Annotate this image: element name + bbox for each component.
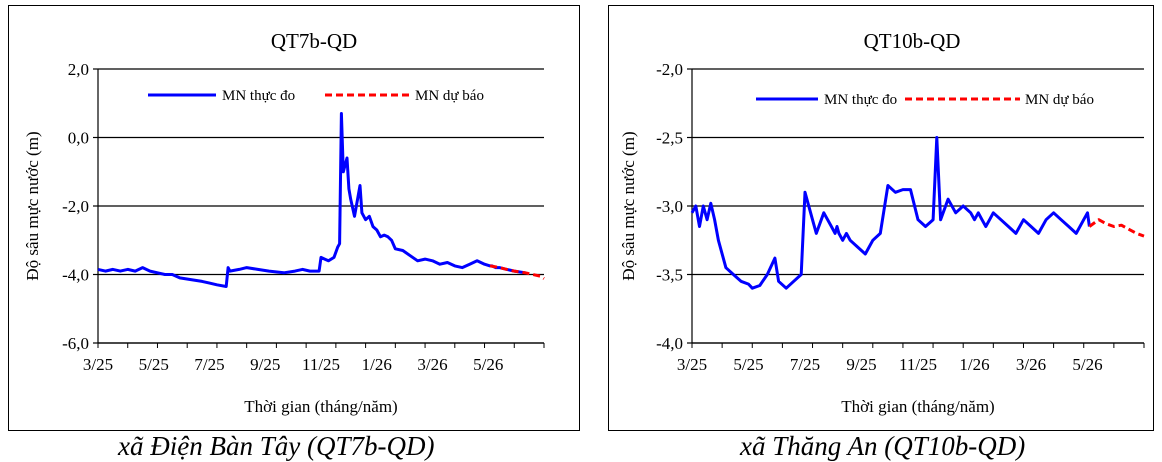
chart-panel-qt7b (8, 5, 580, 431)
x-tick-label-qt10b: 1/26 (959, 355, 989, 374)
y-tick-label-qt7b: -2,0 (62, 197, 89, 216)
series-line-forecast-qt10b (1088, 218, 1145, 238)
y-tick-label-qt10b: -4,0 (656, 334, 683, 353)
chart-title-qt10b: QT10b-QD (864, 29, 961, 53)
y-tick-label-qt10b: -2,5 (656, 129, 683, 148)
caption-left: xã Điện Bàn Tây (QT7b-QD) (118, 431, 435, 461)
y-axis-label-qt10b: Độ sâu mực nước (m) (619, 131, 638, 280)
x-axis-label-qt7b: Thời gian (tháng/năm) (244, 397, 397, 416)
legend-label-forecast-qt10b: MN dự báo (1025, 92, 1094, 108)
series-line-forecast-qt7b (489, 264, 545, 280)
y-tick-label-qt7b: 0,0 (68, 129, 89, 148)
x-tick-label-qt10b: 5/26 (1072, 355, 1102, 374)
y-tick-label-qt10b: -3,5 (656, 266, 683, 285)
x-tick-label-qt7b: 5/25 (139, 355, 169, 374)
y-tick-label-qt7b: -6,0 (62, 334, 89, 353)
x-tick-label-qt7b: 1/26 (362, 355, 392, 374)
x-tick-label-qt7b: 3/25 (83, 355, 113, 374)
y-tick-label-qt10b: -2,0 (656, 60, 683, 79)
x-tick-label-qt7b: 5/26 (473, 355, 503, 374)
legend-label-measured-qt7b: MN thực đo (222, 88, 295, 104)
caption-right: xã Thăng An (QT10b-QD) (740, 431, 1026, 461)
x-tick-label-qt10b: 5/25 (733, 355, 763, 374)
chart-title-qt7b: QT7b-QD (271, 29, 357, 53)
x-tick-label-qt7b: 3/26 (417, 355, 447, 374)
x-tick-label-qt10b: 3/26 (1016, 355, 1046, 374)
y-tick-label-qt7b: 2,0 (68, 60, 89, 79)
legend-label-measured-qt10b: MN thực đo (824, 92, 897, 108)
x-tick-label-qt10b: 11/25 (899, 355, 937, 374)
x-tick-label-qt7b: 11/25 (302, 355, 340, 374)
y-tick-label-qt10b: -3,0 (656, 197, 683, 216)
x-tick-label-qt7b: 7/25 (194, 355, 224, 374)
x-tick-label-qt10b: 7/25 (790, 355, 820, 374)
y-axis-label-qt7b: Độ sâu mực nước (m) (23, 131, 42, 280)
x-tick-label-qt10b: 3/25 (677, 355, 707, 374)
series-line-measured-qt10b (690, 136, 1091, 290)
series-line-measured-qt7b (97, 112, 526, 288)
x-axis-label-qt10b: Thời gian (tháng/năm) (841, 397, 994, 416)
x-tick-label-qt10b: 9/25 (846, 355, 876, 374)
legend-label-forecast-qt7b: MN dự báo (415, 88, 484, 104)
y-tick-label-qt7b: -4,0 (62, 266, 89, 285)
x-tick-label-qt7b: 9/25 (250, 355, 280, 374)
